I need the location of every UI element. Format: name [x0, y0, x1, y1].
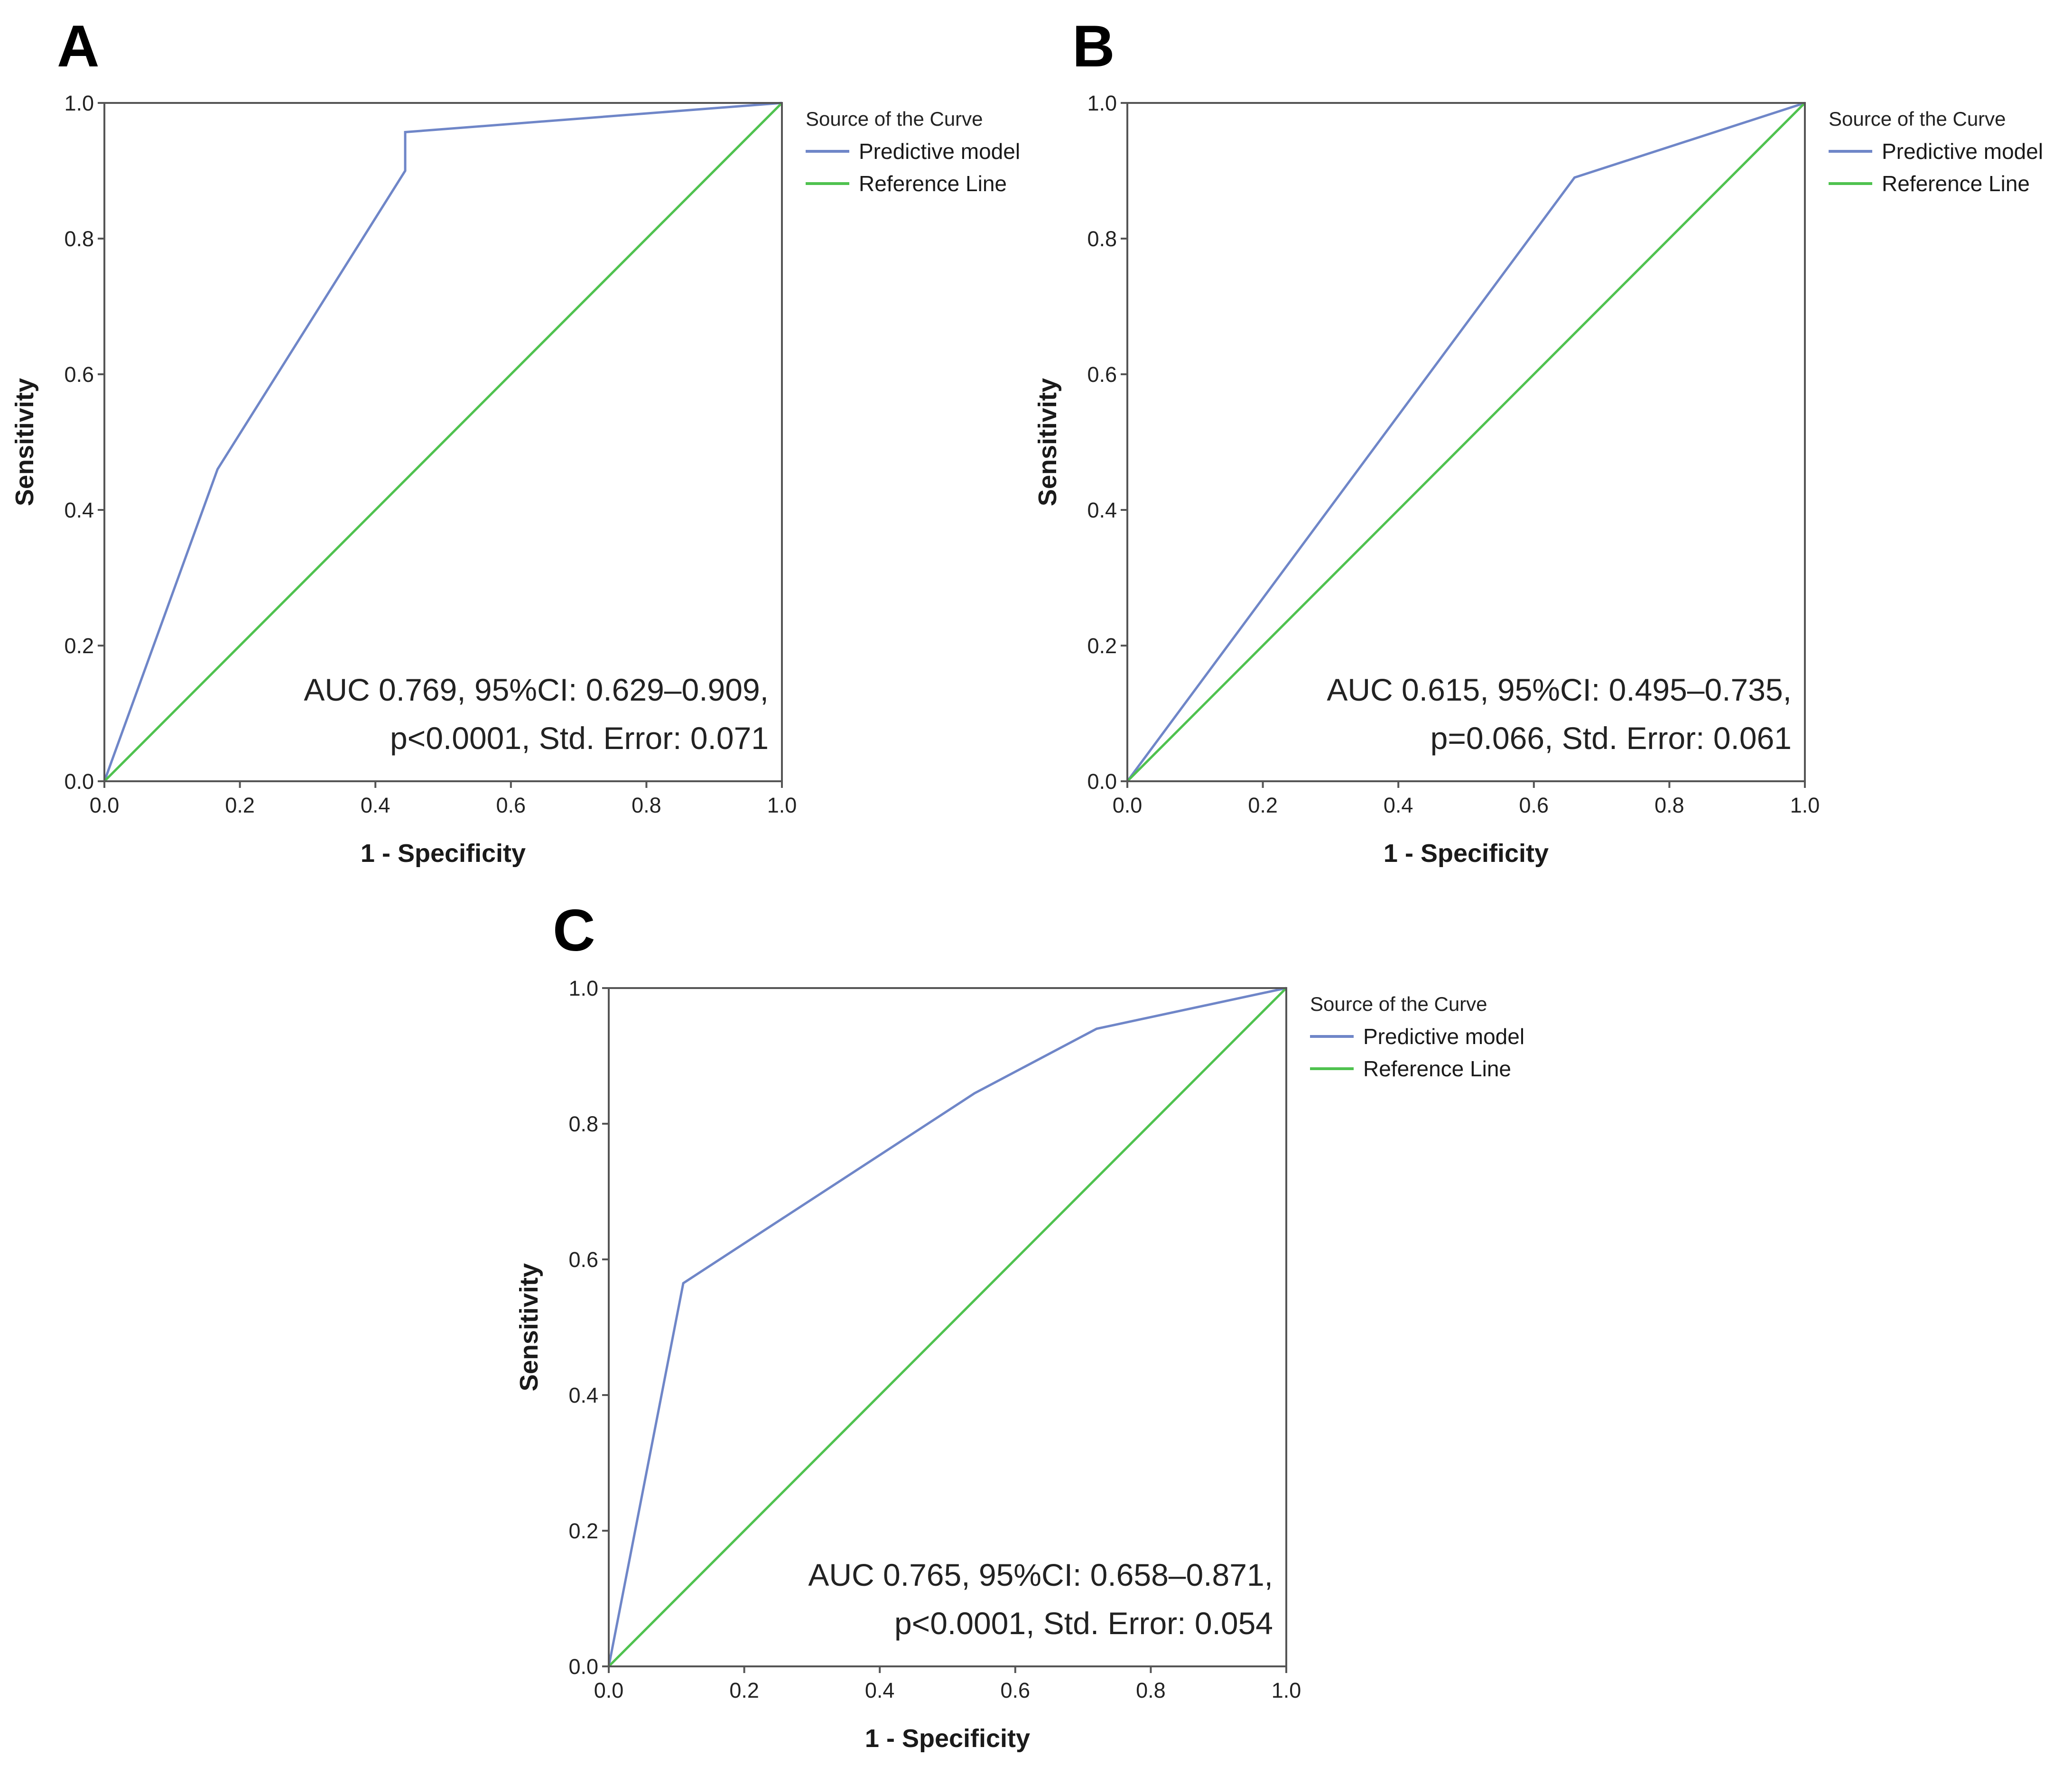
- predictive-model-curve-b: [1126, 102, 1805, 782]
- legend-entry-a: Predictive model: [859, 139, 1020, 164]
- panel-label-c: C: [553, 898, 595, 963]
- y-tick-label-a: 0.0: [64, 769, 94, 794]
- x-tick-label-b: 1.0: [1790, 793, 1820, 817]
- x-tick-label-a: 0.8: [632, 793, 661, 817]
- legend-entry-a: Reference Line: [859, 171, 1007, 196]
- auc-annotation-b: AUC 0.615, 95%CI: 0.495–0.735,: [1327, 672, 1792, 707]
- panel-c: C 0.0 0.2 0.4 0.6 0.8 1.0 0.0 0.2 0.4 0.6 0.8 1.0 1 -…: [515, 898, 1524, 1753]
- legend-title-c: Source of the Curve: [1310, 993, 1487, 1015]
- auc-annotation-a: p<0.0001, Std. Error: 0.071: [390, 721, 769, 756]
- y-tick-label-c: 0.4: [568, 1383, 598, 1407]
- reference-line-a: [103, 102, 783, 782]
- y-tick-label-c: 1.0: [568, 976, 598, 1000]
- y-tick-label-c: 0.8: [568, 1112, 598, 1136]
- predictive-model-curve-a: [103, 102, 782, 782]
- panel-label-b: B: [1072, 14, 1115, 79]
- y-tick-label-b: 0.4: [1087, 498, 1117, 522]
- panel-a: A 0.0 0.2 0.4 0.6 0.8 1.0 0.0 0.2 0.4 0.6 0.8 1.0 1 -…: [10, 14, 1020, 868]
- x-tick-label-a: 0.0: [90, 793, 120, 817]
- legend-c: Source of the Curve Predictive model Refer…: [1310, 993, 1524, 1081]
- legend-title-a: Source of the Curve: [806, 108, 983, 130]
- x-tick-label-b: 0.4: [1384, 793, 1413, 817]
- predictive-model-curve-c: [607, 987, 1287, 1667]
- panel-label-a: A: [57, 14, 100, 79]
- x-tick-label-c: 0.6: [1001, 1678, 1031, 1702]
- x-tick-label-b: 0.6: [1519, 793, 1549, 817]
- legend-b: Source of the Curve Predictive model Refer…: [1829, 108, 2043, 196]
- y-tick-label-c: 0.2: [568, 1519, 598, 1543]
- x-axis-title-b: 1 - Specificity: [1384, 839, 1549, 868]
- legend-entry-b: Predictive model: [1882, 139, 2043, 164]
- y-tick-label-a: 0.6: [64, 362, 94, 387]
- auc-annotation-b: p=0.066, Std. Error: 0.061: [1431, 721, 1792, 756]
- x-tick-label-b: 0.0: [1113, 793, 1143, 817]
- legend-title-b: Source of the Curve: [1829, 108, 2006, 130]
- legend-entry-c: Reference Line: [1363, 1056, 1511, 1081]
- y-axis-title-b: Sensitivity: [1033, 378, 1062, 506]
- legend-entry-c: Predictive model: [1363, 1024, 1524, 1049]
- y-tick-label-b: 1.0: [1087, 91, 1117, 115]
- legend-a: Source of the Curve Predictive model Refer…: [806, 108, 1020, 196]
- y-tick-label-a: 0.4: [64, 498, 94, 522]
- y-tick-label-c: 0.0: [568, 1655, 598, 1679]
- plot-frame-b: [1126, 102, 1806, 782]
- y-tick-label-a: 0.8: [64, 227, 94, 251]
- x-tick-label-c: 0.4: [865, 1678, 895, 1702]
- x-tick-label-a: 0.6: [496, 793, 526, 817]
- y-tick-label-b: 0.2: [1087, 634, 1117, 658]
- x-axis-title-c: 1 - Specificity: [865, 1724, 1030, 1753]
- x-tick-label-b: 0.2: [1248, 793, 1278, 817]
- reference-line-b: [1126, 102, 1806, 782]
- x-tick-label-c: 0.2: [729, 1678, 759, 1702]
- x-tick-label-a: 0.2: [225, 793, 255, 817]
- plot-frame-c: [608, 987, 1287, 1667]
- x-tick-label-a: 0.4: [361, 793, 390, 817]
- y-tick-label-b: 0.8: [1087, 227, 1117, 251]
- x-tick-label-c: 0.0: [594, 1678, 624, 1702]
- auc-annotation-c: AUC 0.765, 95%CI: 0.658–0.871,: [808, 1557, 1273, 1592]
- x-tick-label-b: 0.8: [1654, 793, 1684, 817]
- x-axis-title-a: 1 - Specificity: [361, 839, 526, 868]
- y-tick-label-c: 0.6: [568, 1248, 598, 1272]
- y-tick-label-b: 0.6: [1087, 362, 1117, 387]
- auc-annotation-c: p<0.0001, Std. Error: 0.054: [894, 1606, 1273, 1641]
- y-axis-title-c: Sensitivity: [515, 1263, 543, 1391]
- y-tick-label-a: 0.2: [64, 634, 94, 658]
- y-axis-title-a: Sensitivity: [10, 378, 39, 506]
- x-tick-label-c: 1.0: [1272, 1678, 1301, 1702]
- x-tick-label-c: 0.8: [1136, 1678, 1166, 1702]
- y-tick-label-b: 0.0: [1087, 769, 1117, 794]
- legend-entry-b: Reference Line: [1882, 171, 2030, 196]
- panel-b: B 0.0 0.2 0.4 0.6 0.8 1.0 0.0 0.2 0.4 0.6 0.8 1.0 1 -…: [1033, 14, 2043, 868]
- y-tick-label-a: 1.0: [64, 91, 94, 115]
- x-tick-label-a: 1.0: [767, 793, 797, 817]
- plot-frame-a: [103, 102, 783, 782]
- reference-line-c: [608, 987, 1287, 1667]
- auc-annotation-a: AUC 0.769, 95%CI: 0.629–0.909,: [304, 672, 769, 707]
